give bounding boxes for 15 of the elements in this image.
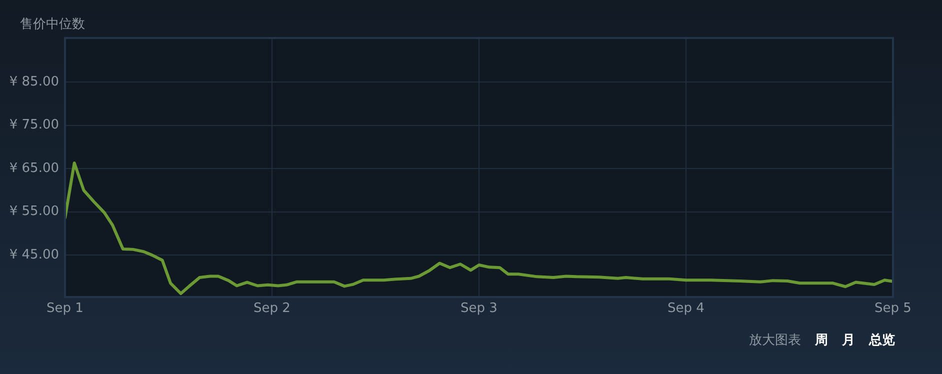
x-tick-label: Sep 3 xyxy=(460,301,498,316)
y-tick-label: ¥ 55.00 xyxy=(9,204,59,220)
y-tick-label: ¥ 85.00 xyxy=(9,74,59,90)
x-tick-label: Sep 2 xyxy=(254,301,290,316)
y-tick-label: ¥ 45.00 xyxy=(9,247,59,262)
y-tick-label: ¥ 65.00 xyxy=(9,160,59,176)
text: 周 xyxy=(815,332,828,349)
text: 总览 xyxy=(869,332,895,349)
text: 放大图表 xyxy=(749,332,801,349)
text: 月 xyxy=(842,332,855,349)
x-tick-label: Sep 5 xyxy=(874,301,912,316)
x-tick-label: Sep 1 xyxy=(46,301,84,316)
chart-title: 售价中位数 xyxy=(20,16,85,33)
x-tick-label: Sep 4 xyxy=(668,301,704,316)
y-tick-label: ¥ 75.00 xyxy=(9,118,59,133)
